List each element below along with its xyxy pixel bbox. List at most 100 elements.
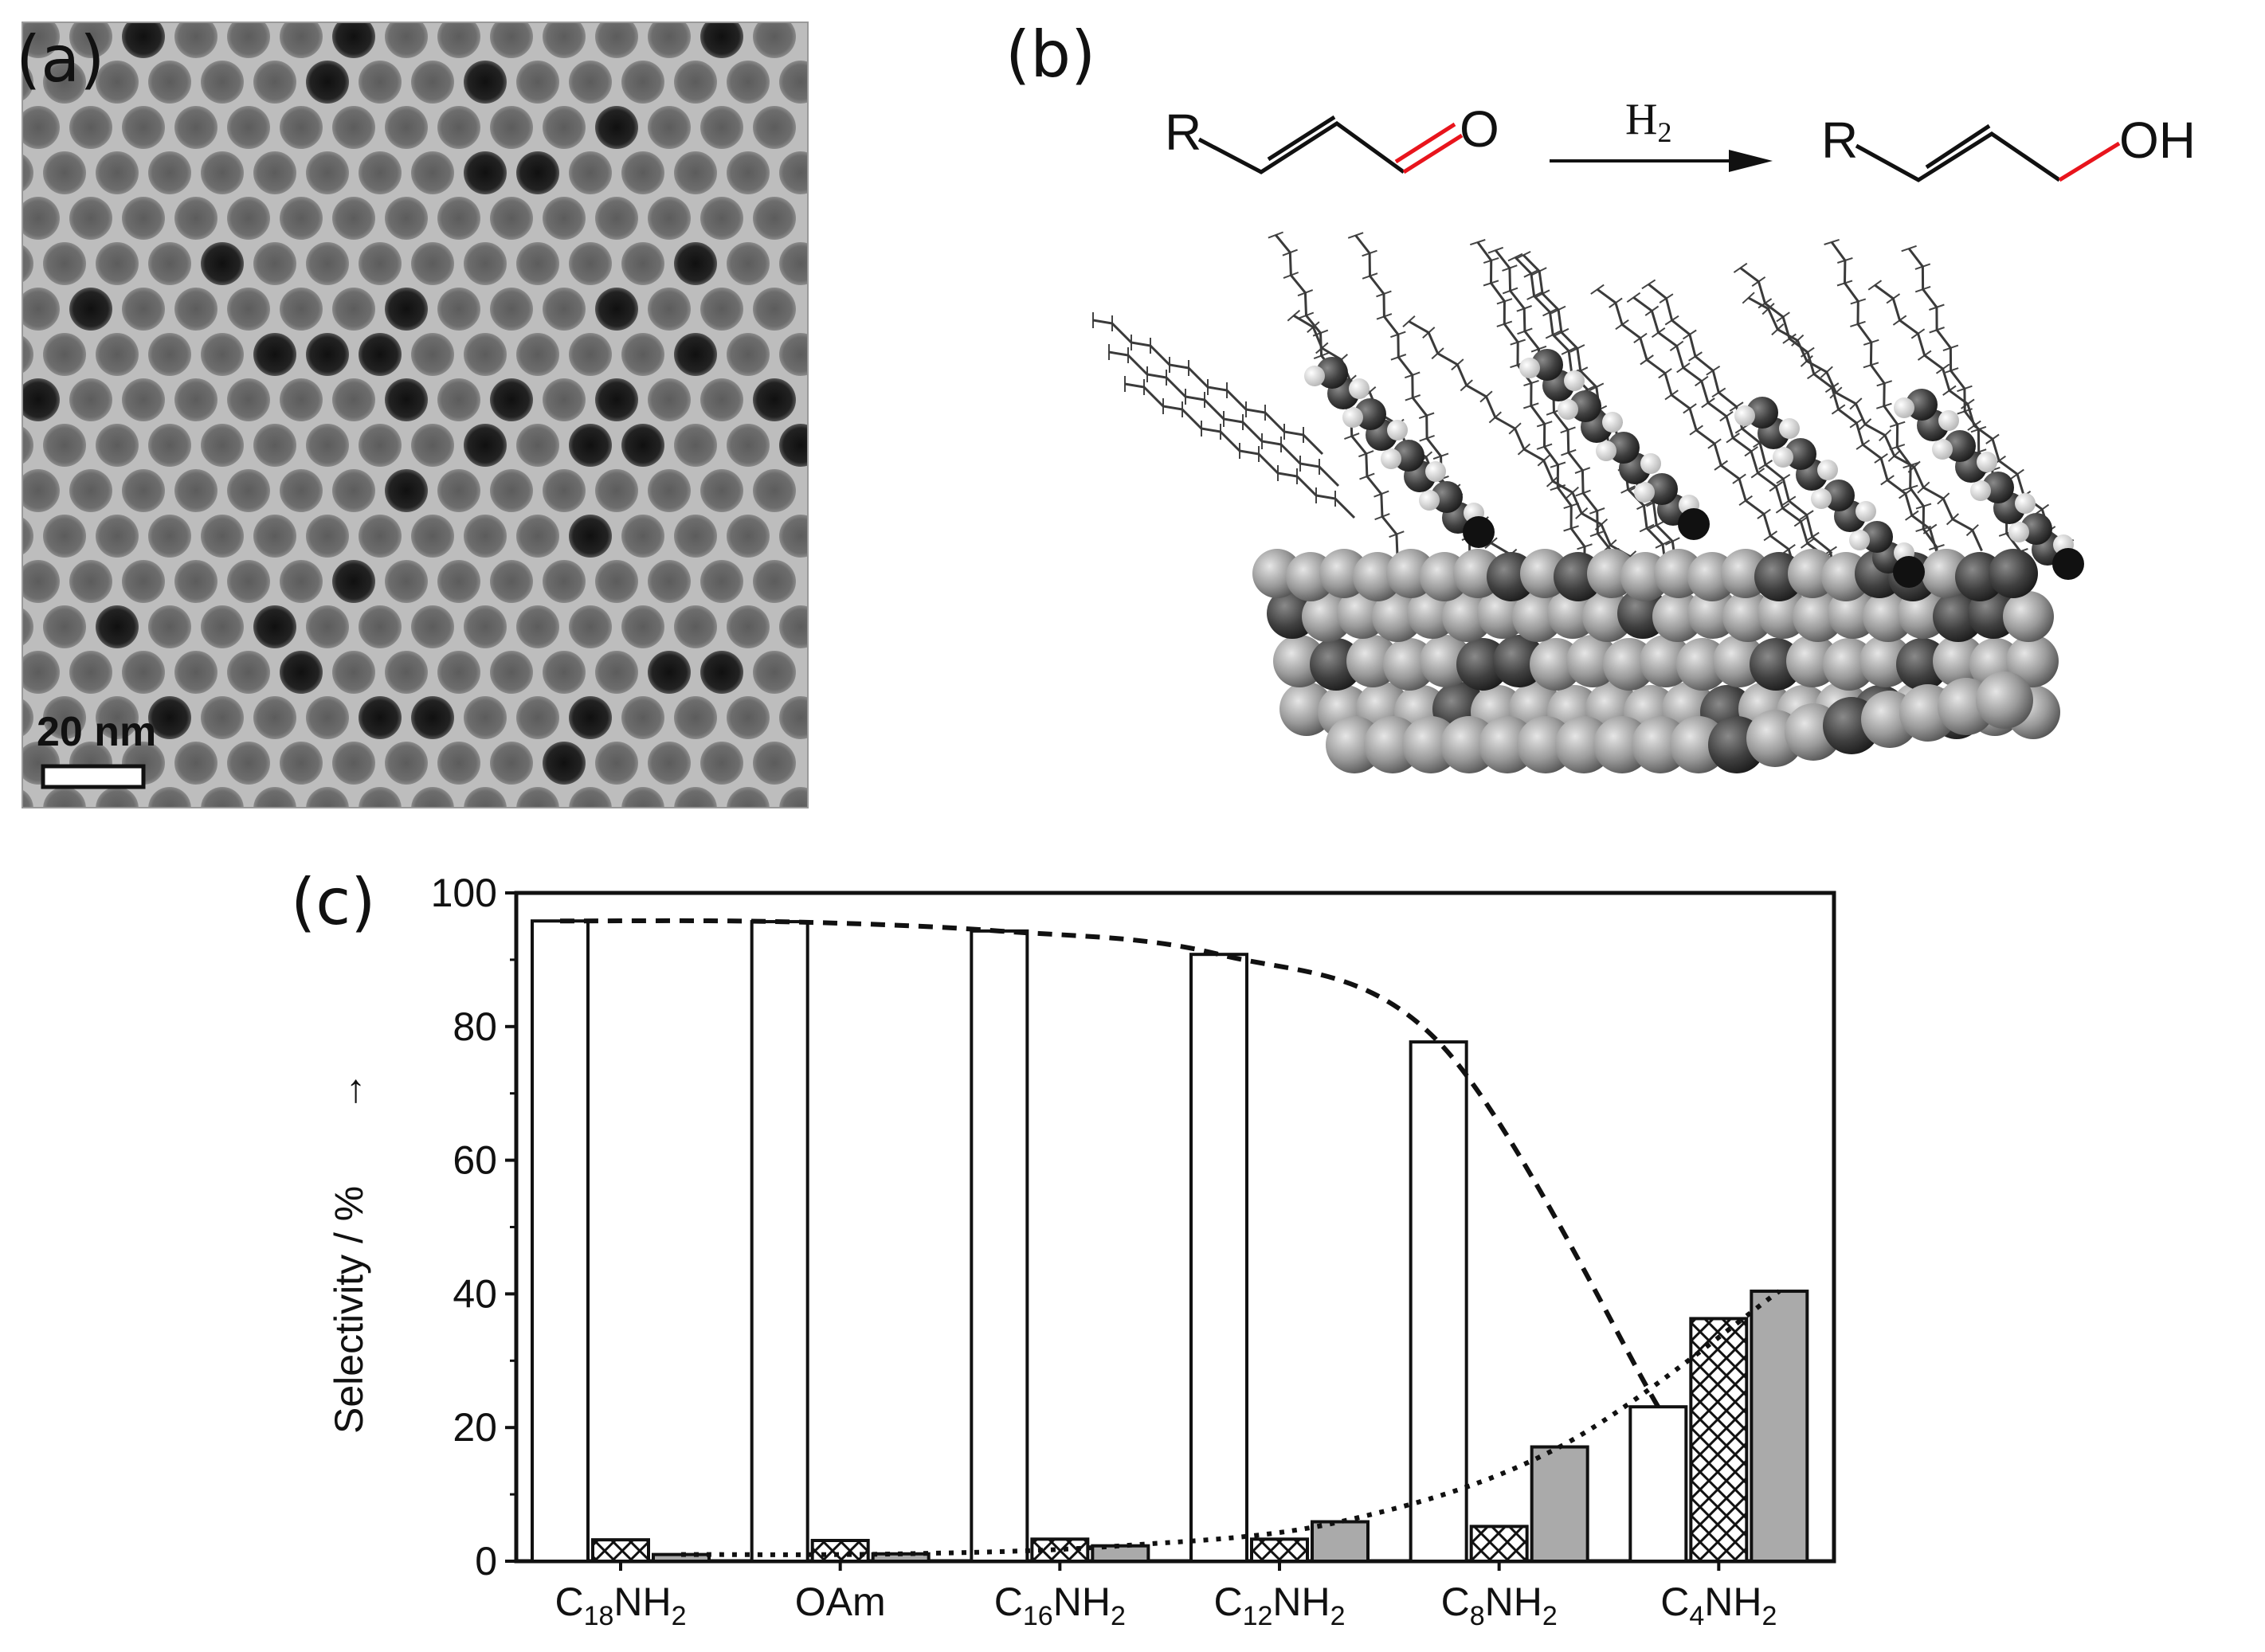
nanoparticle <box>227 106 270 149</box>
nanoparticle <box>122 560 165 603</box>
scale-bar <box>41 764 146 789</box>
nanoparticle <box>490 651 533 694</box>
nanoparticle <box>148 424 191 467</box>
reagent-label: H2 <box>1625 95 1671 148</box>
nanoparticle <box>22 789 33 808</box>
nanoparticle-array <box>22 22 808 808</box>
molecule-hydrogen <box>1634 482 1655 503</box>
nanoparticle <box>464 242 507 285</box>
nanoparticle <box>227 560 270 603</box>
ligand-chain <box>1124 382 1356 519</box>
nanoparticle <box>516 605 559 648</box>
nanoparticle <box>753 288 796 331</box>
nanoparticle <box>280 378 323 421</box>
nanoparticle <box>727 696 770 739</box>
nanoparticle <box>332 197 375 240</box>
nanoparticle <box>227 378 270 421</box>
hydrogen-tick <box>1515 251 1531 260</box>
nanoparticle <box>437 742 480 785</box>
molecule-hydrogen <box>1596 440 1616 461</box>
nanoparticle <box>253 242 296 285</box>
nanoparticle <box>122 22 165 58</box>
molecule-atom <box>1785 438 1816 470</box>
nanoparticle <box>22 608 33 646</box>
nanoparticle <box>543 106 586 149</box>
nanoparticle <box>174 22 217 58</box>
nanoparticle <box>280 560 323 603</box>
hydroxyl-bond <box>2058 141 2121 182</box>
hydrogen-tick <box>1824 238 1840 245</box>
scale-bar-label: 20 nm <box>37 709 156 755</box>
nanoparticle <box>359 696 402 739</box>
nanoparticle <box>700 106 743 149</box>
y-tick-label: 80 <box>453 1004 497 1049</box>
nanoparticle <box>22 469 60 512</box>
nanoparticle <box>148 61 191 104</box>
nanoparticle <box>464 696 507 739</box>
nanoparticle <box>648 106 691 149</box>
nanoparticle <box>464 151 507 194</box>
nanoparticle <box>96 61 139 104</box>
hydrogen-tick <box>1507 252 1523 262</box>
nanoparticle <box>727 61 770 104</box>
nanoparticle <box>753 651 796 694</box>
nanoparticle <box>148 333 191 376</box>
nanoparticle <box>595 197 638 240</box>
nanoparticle <box>201 61 244 104</box>
nanoparticle <box>516 424 559 467</box>
molecule-hydrogen <box>1894 397 1914 418</box>
molecule-hydrogen <box>1734 405 1755 426</box>
nanoparticle <box>779 424 808 467</box>
nanoparticle <box>385 469 428 512</box>
nanoparticle <box>700 469 743 512</box>
nanoparticle <box>516 696 559 739</box>
molecule-atom <box>1982 472 2014 503</box>
nanoparticle <box>727 424 770 467</box>
nanoparticle <box>490 560 533 603</box>
nanoparticle <box>253 787 296 808</box>
oxygen-atom <box>1678 508 1710 540</box>
nanoparticle <box>385 197 428 240</box>
nanoparticle <box>516 787 559 808</box>
y-tick-label: 0 <box>475 1539 497 1583</box>
nanoparticle <box>385 378 428 421</box>
nanoparticle <box>674 696 717 739</box>
nanoparticle <box>174 106 217 149</box>
nanoparticle <box>69 106 112 149</box>
nanoparticle <box>174 197 217 240</box>
metal-slab <box>1252 549 2060 773</box>
ligand-chain <box>1830 241 1938 570</box>
nanoparticle <box>516 242 559 285</box>
ligand-chain <box>1495 249 1614 574</box>
nanoparticle <box>96 605 139 648</box>
nanoparticle <box>306 696 349 739</box>
nanoparticle <box>411 605 454 648</box>
nanoparticle <box>437 469 480 512</box>
nanoparticle <box>753 469 796 512</box>
nanoparticle <box>674 515 717 558</box>
y-tick-label: 20 <box>453 1405 497 1450</box>
molecule-hydrogen <box>1602 412 1623 433</box>
nanoparticle <box>779 151 808 194</box>
nanoparticle <box>464 61 507 104</box>
bar-hatched <box>1689 1317 1749 1563</box>
nanoparticle <box>595 742 638 785</box>
nanoparticle <box>332 378 375 421</box>
nanoparticle <box>490 742 533 785</box>
nanoparticle <box>43 424 86 467</box>
nanoparticle <box>201 151 244 194</box>
nanoparticle <box>727 151 770 194</box>
nanoparticle <box>595 560 638 603</box>
molecule-hydrogen <box>1519 358 1540 378</box>
nanoparticle <box>227 742 270 785</box>
nanoparticle <box>122 288 165 331</box>
nanoparticle <box>43 696 86 739</box>
molecule-atom <box>1316 357 1348 389</box>
hydrogen-tick <box>1901 245 1917 252</box>
nanoparticle <box>332 106 375 149</box>
bar-hatched <box>1250 1537 1309 1563</box>
nanoparticle <box>69 651 112 694</box>
nanoparticle <box>69 22 112 58</box>
nanoparticle <box>674 787 717 808</box>
